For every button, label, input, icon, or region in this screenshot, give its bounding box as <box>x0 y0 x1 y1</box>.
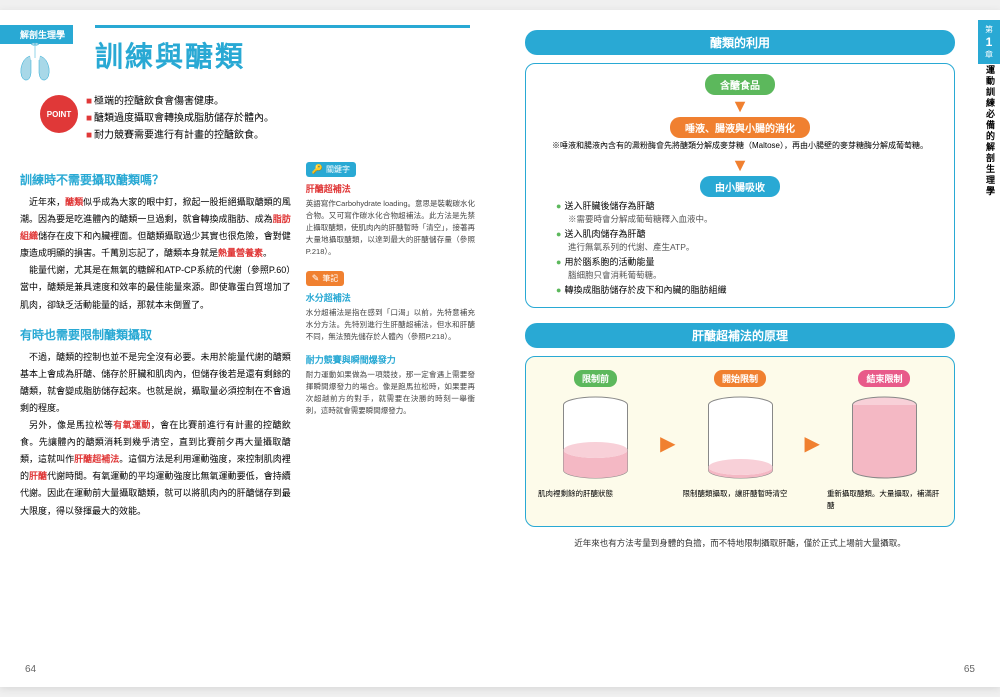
right-page: 第1章 運動訓練必備的解剖生理學 醣類的利用 含醣食品 ▼ 唾液、腸液與小腸的消… <box>500 10 1000 687</box>
cylinder-caption: 限制醣類攝取，讓肝醣暫時清空 <box>680 488 799 518</box>
key-icon: 🔑 <box>312 164 323 175</box>
left-page: 解剖生理學 訓練與醣類 POINT ■極端的控醣飲食會傷害健康。 ■醣類過度攝取… <box>0 10 500 687</box>
flow-box: 含醣食品 ▼ 唾液、腸液與小腸的消化 ※唾液和腸液內含有的澱粉酶會先將醣類分解成… <box>525 63 955 308</box>
sidebar-column: 🔑關鍵字 肝醣超補法 英語寫作Carbohydrate loading。意思是裝… <box>306 159 475 520</box>
diagram-box: 限制前 肌肉裡剩餘的肝醣狀態 ▶ 開始限制 限制醣類攝取，讓肝醣暫時清空 ▶ 結… <box>525 356 955 527</box>
page-title: 訓練與醣類 <box>95 35 475 75</box>
keyword-header: 🔑關鍵字 <box>306 162 356 177</box>
side-text: 英語寫作Carbohydrate loading。意思是裝載碳水化合物。又可寫作… <box>306 198 475 258</box>
bottom-note: 近年來也有方法考量到身體的負擔，而不特地限制攝取肝醣，僅於正式上場前大量攝取。 <box>525 537 955 549</box>
point-block: POINT ■極端的控醣飲食會傷害健康。 ■醣類過度攝取會轉換成脂肪儲存於體內。… <box>40 93 475 144</box>
main-column: 訓練時不需要攝取醣類嗎？ 近年來，醣類似乎成為大家的眼中釘，掀起一股拒絕攝取醣類… <box>20 159 291 520</box>
arrow-down-icon: ▼ <box>536 97 944 115</box>
flow-pill: 唾液、腸液與小腸的消化 <box>670 117 810 138</box>
side-title: 水分超補法 <box>306 291 475 304</box>
page-spread: 解剖生理學 訓練與醣類 POINT ■極端的控醣飲食會傷害健康。 ■醣類過度攝取… <box>0 10 1000 687</box>
chapter-title-vertical: 運動訓練必備的解剖生理學 <box>984 65 997 197</box>
page-number: 65 <box>964 664 975 675</box>
bullet-list: ●送入肝臟後儲存為肝醣 ※需要時會分解成葡萄糖釋入血液中。 ●送入肌肉儲存為肝醣… <box>556 199 944 297</box>
point-item: 耐力競賽需要進行有計畫的控醣飲食。 <box>94 130 264 141</box>
flow-note: ※唾液和腸液內含有的澱粉酶會先將醣類分解成麥芽糖（Maltose），再由小腸壁的… <box>536 140 944 152</box>
subtitle: 訓練時不需要攝取醣類嗎？ <box>20 171 291 188</box>
content-columns: 訓練時不需要攝取醣類嗎？ 近年來，醣類似乎成為大家的眼中釘，掀起一股拒絕攝取醣類… <box>20 159 475 520</box>
point-item: 極端的控醣飲食會傷害健康。 <box>94 96 224 107</box>
arrow-down-icon: ▼ <box>536 156 944 174</box>
point-item: 醣類過度攝取會轉換成脂肪儲存於體內。 <box>94 113 274 124</box>
cylinder-group: 開始限制 限制醣類攝取，讓肝醣暫時清空 <box>680 369 799 518</box>
arrow-right-icon: ▶ <box>660 431 675 456</box>
cylinder-group: 限制前 肌肉裡剩餘的肝醣狀態 <box>536 369 655 518</box>
lung-icon <box>15 38 55 83</box>
pencil-icon: ✎ <box>312 273 320 284</box>
chapter-tab: 第1章 <box>978 20 1000 64</box>
cylinder-group: 結束限制 重新攝取醣類。大量攝取，補滿肝醣 <box>825 369 944 518</box>
cylinder-caption: 重新攝取醣類。大量攝取，補滿肝醣 <box>825 488 944 518</box>
page-number: 64 <box>25 664 36 675</box>
arrow-right-icon: ▶ <box>805 431 820 456</box>
side-title: 耐力競賽與瞬間爆發力 <box>306 353 475 366</box>
diagram-header: 肝醣超補法的原理 <box>525 323 955 348</box>
point-list: ■極端的控醣飲食會傷害健康。 ■醣類過度攝取會轉換成脂肪儲存於體內。 ■耐力競賽… <box>86 93 274 144</box>
flow-pill: 由小腸吸收 <box>700 176 780 197</box>
point-badge: POINT <box>40 95 78 133</box>
body-para: 能量代謝，尤其是在無氧的糖解和ATP-CP系統的代謝（參照P.60）當中，醣類是… <box>20 262 291 313</box>
side-title: 肝醣超補法 <box>306 182 475 195</box>
cylinder-row: 限制前 肌肉裡剩餘的肝醣狀態 ▶ 開始限制 限制醣類攝取，讓肝醣暫時清空 ▶ 結… <box>536 369 944 518</box>
flow-header: 醣類的利用 <box>525 30 955 55</box>
header-line <box>95 25 470 28</box>
subtitle: 有時也需要限制醣類攝取 <box>20 326 291 343</box>
body-para: 另外，像是馬拉松等有氧運動，會在比賽前進行有計畫的控醣飲食。先讓體內的醣類消耗到… <box>20 417 291 520</box>
note-header: ✎筆記 <box>306 271 345 286</box>
cylinder-icon <box>558 395 633 480</box>
cylinder-icon <box>847 395 922 480</box>
cylinder-icon <box>703 395 778 480</box>
cylinder-caption: 肌肉裡剩餘的肝醣狀態 <box>536 488 655 518</box>
flow-pill: 含醣食品 <box>705 74 775 95</box>
side-text: 耐力運動如果做為一項競技，那一定會遇上需要發揮瞬間爆發力的場合。像是跑馬拉松時，… <box>306 369 475 417</box>
body-para: 近年來，醣類似乎成為大家的眼中釘，掀起一股拒絕攝取醣類的風潮。因為要是吃進體內的… <box>20 194 291 262</box>
side-text: 水分超補法是指在感到「口渴」以前，先特意補充水分方法。先特別進行生肝醣超補法，但… <box>306 307 475 343</box>
body-para: 不過，醣類的控制也並不是完全沒有必要。未用於能量代謝的醣類基本上會成為肝醣、儲存… <box>20 349 291 417</box>
